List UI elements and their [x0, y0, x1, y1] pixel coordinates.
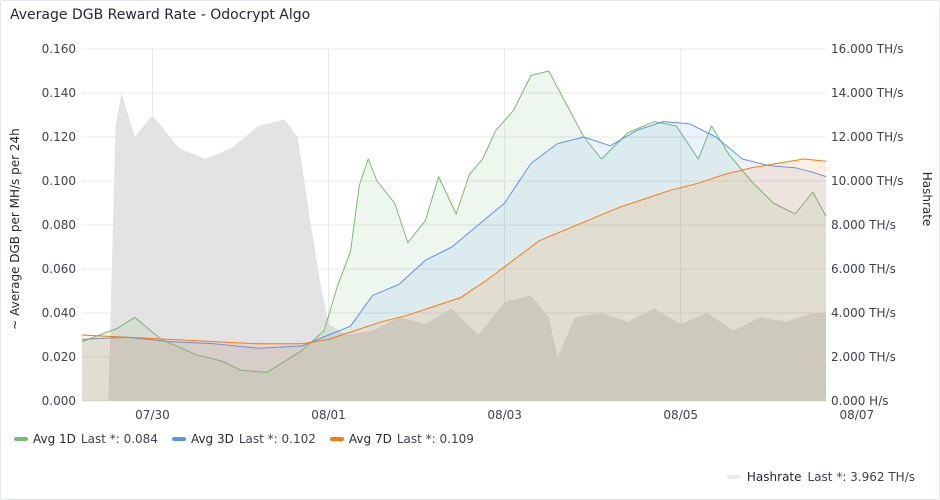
legend-swatch-avg3d: [171, 437, 186, 441]
y-tick-label: 0.120: [42, 130, 76, 144]
y-tick-label: 0.100: [42, 174, 76, 188]
y2-tick-label: 8.000 TH/s: [831, 218, 896, 232]
y-tick-label: 0.040: [42, 306, 76, 320]
series-area-hashrate: [82, 93, 826, 401]
y2-tick-label: 2.000 TH/s: [831, 350, 896, 364]
y-tick-label: 0.060: [42, 262, 76, 276]
x-tick-label: 08/07: [840, 408, 875, 422]
y2-axis-label: Hashrate: [920, 172, 934, 227]
series-area-avg1d: [82, 71, 826, 401]
y2-tick-label: 6.000 TH/s: [831, 262, 896, 276]
x-tick-label: 08/03: [487, 408, 522, 422]
y-tick-label: 0.140: [42, 86, 76, 100]
legend-swatch-hashrate: [726, 475, 741, 479]
series-line-avg1d: [81, 70, 827, 373]
series-line-avg7d: [81, 158, 827, 345]
legend-swatch-avg7d: [329, 437, 344, 441]
legend-swatch-avg1d: [14, 437, 28, 441]
y2-tick-label: 14.000 TH/s: [831, 86, 903, 100]
x-tick-label: 08/05: [663, 408, 698, 422]
legend-item-avg1d[interactable]: Avg 1D Last *: 0.084: [14, 432, 158, 446]
legend-last: Last *: 0.109: [396, 432, 474, 446]
series-line-avg3d: [81, 121, 827, 349]
x-tick-label: 08/01: [311, 408, 346, 422]
legend-item-avg3d[interactable]: Avg 3D Last *: 0.102: [171, 432, 316, 446]
legend-last: Last *: 0.102: [238, 432, 316, 446]
legend: Avg 1D Last *: 0.084 Avg 3D Last *: 0.10…: [14, 432, 474, 446]
y2-tick-label: 4.000 TH/s: [831, 306, 896, 320]
y2-tick-label: 12.000 TH/s: [831, 130, 903, 144]
y-axis-label: ~ Average DGB per MH/s per 24h: [8, 128, 22, 329]
panel-title[interactable]: Average DGB Reward Rate - Odocrypt Algo: [10, 7, 311, 23]
x-tick-label: 07/30: [135, 408, 170, 422]
y-tick-label: 0.020: [42, 350, 76, 364]
y-tick-label: 0.160: [42, 42, 76, 56]
legend-last: Last *: 3.962 TH/s: [807, 470, 915, 484]
legend-label: Hashrate: [746, 470, 802, 484]
legend-label: Avg 1D: [33, 432, 76, 446]
series-area-avg7d: [82, 159, 826, 401]
y2-tick-label: 16.000 TH/s: [831, 42, 903, 56]
y2-tick-label: 10.000 TH/s: [831, 174, 903, 188]
y2-tick-label: 0.000 H/s: [831, 394, 889, 408]
series-area-avg3d: [82, 121, 826, 401]
legend-item-hashrate[interactable]: Hashrate Last *: 3.962 TH/s: [726, 470, 915, 484]
y-tick-label: 0.000: [42, 394, 76, 408]
legend-item-avg7d[interactable]: Avg 7D Last *: 0.109: [329, 432, 474, 446]
legend-label: Avg 7D: [348, 432, 392, 446]
legend-last: Last *: 0.084: [80, 432, 158, 446]
y-tick-label: 0.080: [42, 218, 76, 232]
legend-label: Avg 3D: [190, 432, 234, 446]
